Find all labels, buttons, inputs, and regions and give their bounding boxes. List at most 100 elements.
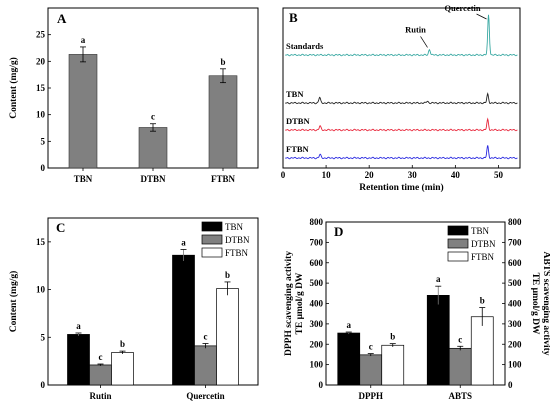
panel-d-ytick-label: 200	[310, 339, 324, 349]
panel-c-legend-label-ftbn: FTBN	[225, 248, 249, 258]
panel-b-xtick-label: 50	[494, 170, 504, 180]
panel-a-sig-label: a	[81, 35, 86, 45]
panel-d-legend-swatch-dtbn	[447, 238, 469, 249]
panel-b-frame	[282, 7, 521, 169]
panel-a-bar-ftbn	[208, 75, 238, 169]
panel-b-xtick-label: 30	[408, 170, 418, 180]
panel-c-bar-rutin-tbn	[67, 334, 90, 386]
panel-b-trace-label-standards: Standards	[286, 41, 324, 51]
panel-d-ylabel-line2: TE μmol/g DW	[295, 272, 305, 334]
panel-c-legend-swatch-ftbn	[201, 247, 223, 258]
panel-c-sig-label: b	[225, 270, 230, 280]
panel-d-right-ytick-label: 100	[508, 360, 522, 370]
panel-c-ytick-label: 10	[36, 285, 46, 295]
panel-b-xtick-label: 40	[451, 170, 461, 180]
panel-a-ytick-label: 25	[36, 30, 46, 40]
panel-a-xtick-label: TBN	[74, 174, 93, 184]
panel-d-bar-dpph-dtbn	[359, 354, 383, 386]
panel-c-ytick-label: 5	[41, 332, 46, 342]
panel-c-legend-swatch-tbn	[201, 221, 223, 232]
panel-b-trace-label-tbn: TBN	[286, 89, 304, 99]
panel-d-sig-label: b	[390, 332, 395, 342]
panel-d-ytick-label: 400	[310, 299, 324, 309]
panel-c-bar-quercetin-tbn	[172, 254, 195, 386]
panel-c-bar-rutin-dtbn	[89, 364, 112, 386]
panel-b-trace-label-ftbn: FTBN	[286, 144, 310, 154]
panel-b-annotation-quercetin: Quercetin	[444, 3, 480, 13]
panel-d-bar-abts-dtbn	[448, 347, 472, 386]
panel-b-annotation-rutin: Rutin	[405, 24, 426, 34]
panel-d-ytick-label: 700	[310, 237, 324, 247]
panel-d-bar-dpph-tbn	[337, 332, 361, 386]
panel-d-right-ytick-label: 500	[508, 278, 522, 288]
panel-a-bar-tbn	[68, 54, 98, 169]
panel-b-arrow-quercetin	[476, 13, 487, 20]
panel-d-sig-label: c	[369, 342, 373, 352]
panel-d-ytick-label: 600	[310, 258, 324, 268]
panel-d-sig-label: c	[458, 334, 462, 344]
panel-d-legend-swatch-tbn	[447, 225, 469, 236]
panel-d-ytick-label: 500	[310, 278, 324, 288]
panel-d-ytick-label: 100	[310, 360, 324, 370]
panel-c-ytick-label: 15	[36, 237, 46, 247]
panel-d-right-ytick-label: 600	[508, 258, 522, 268]
panel-a-bar-dtbn	[138, 127, 168, 169]
panel-a-xtick-label: DTBN	[140, 174, 166, 184]
panel-a-ytick-label: 20	[36, 56, 46, 66]
panel-b-arrow-rutin	[420, 36, 428, 48]
panel-a-sig-label: b	[220, 57, 225, 67]
panel-b-xtick-label: 20	[365, 170, 375, 180]
panel-d-legend-swatch-ftbn	[447, 251, 469, 262]
panel-c-sig-label: c	[204, 331, 208, 341]
panel-d-right-ytick-label: 700	[508, 237, 522, 247]
panel-c-legend-label-tbn: TBN	[225, 222, 244, 232]
panel-d-xtick-label-abts: ABTS	[448, 391, 472, 401]
panel-b-trace-tbn	[284, 92, 518, 105]
panel-c-sig-label: a	[181, 237, 186, 247]
panel-c-sig-label: c	[99, 352, 103, 362]
panel-b-xtick-label: 0	[281, 170, 286, 180]
panel-d-right-ytick-label: 300	[508, 319, 522, 329]
panel-c-xtick-label-rutin: Rutin	[89, 391, 111, 401]
panel-d-label: D	[334, 224, 343, 239]
panel-c-bar-quercetin-ftbn	[216, 288, 239, 386]
panel-b-trace-dtbn	[284, 117, 518, 132]
panel-a-sig-label: c	[151, 112, 155, 122]
panel-a-xtick-label: FTBN	[211, 174, 236, 184]
panel-c-sig-label: a	[76, 321, 81, 331]
panel-d-bar-dpph-ftbn	[381, 344, 405, 386]
panel-d-legend-label-tbn: TBN	[471, 226, 490, 236]
panel-d-ytick-label: 0	[319, 380, 324, 390]
panel-c-bar-quercetin-dtbn	[194, 345, 217, 386]
panel-d-sig-label: a	[436, 274, 441, 284]
panel-a-ytick-label: 0	[41, 163, 46, 173]
panel-c-bar-rutin-ftbn	[111, 352, 134, 386]
panel-d-legend-label-dtbn: DTBN	[471, 239, 496, 249]
panel-c-ylabel: Content (mg/g)	[8, 271, 19, 332]
panel-d-sig-label: a	[347, 320, 352, 330]
panel-c-legend-label-dtbn: DTBN	[225, 235, 250, 245]
panel-b-xlabel: Retention time (min)	[359, 182, 443, 193]
panel-d-right-ytick-label: 400	[508, 299, 522, 309]
panel-d-sig-label: b	[480, 296, 485, 306]
panel-c-label: C	[56, 220, 65, 235]
panel-b-trace-ftbn	[284, 145, 518, 160]
panel-c-frame	[47, 217, 259, 386]
panel-c-sig-label: b	[120, 339, 125, 349]
panel-c-ytick-label: 0	[41, 380, 46, 390]
panel-d-xtick-label-dpph: DPPH	[359, 391, 384, 401]
panel-d-ytick-label: 300	[310, 319, 324, 329]
panel-a-ytick-label: 15	[36, 83, 46, 93]
panel-b-xtick-label: 10	[322, 170, 332, 180]
panel-c-xtick-label-quercetin: Quercetin	[186, 391, 224, 401]
panel-d-right-ytick-label: 800	[508, 217, 522, 227]
panel-a-label: A	[57, 11, 67, 26]
panel-d-legend-label-ftbn: FTBN	[471, 252, 495, 262]
panel-b-trace-standards	[284, 14, 518, 57]
panel-d-ytick-label: 800	[310, 217, 324, 227]
panel-c-legend-swatch-dtbn	[201, 234, 223, 245]
panel-d-ylabel-line1: DPPH scavenging activity	[284, 251, 294, 356]
panel-d-bar-abts-ftbn	[470, 316, 494, 386]
panel-b-trace-label-dtbn: DTBN	[286, 116, 310, 126]
